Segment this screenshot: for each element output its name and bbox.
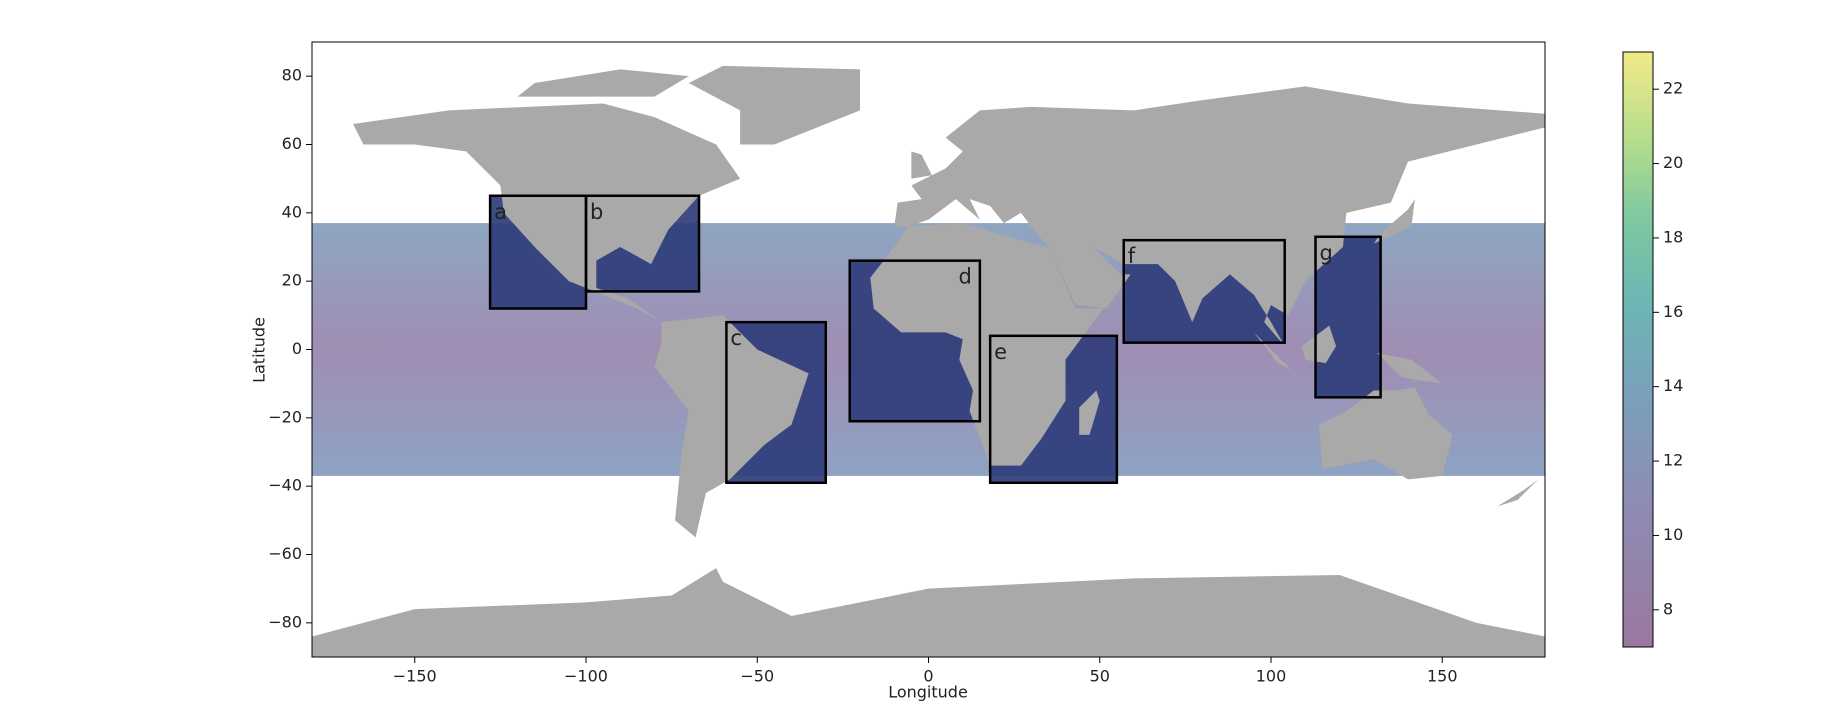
land <box>353 103 741 323</box>
box-label: g <box>1320 241 1333 265</box>
box-label: f <box>1128 244 1136 268</box>
region-box <box>584 194 701 293</box>
x-tick-label: −100 <box>564 667 608 686</box>
colorbar-tick-label: 14 <box>1663 376 1683 395</box>
colorbar-tick-label: 18 <box>1663 227 1683 246</box>
region-fill <box>1315 236 1381 398</box>
x-tick-label: −150 <box>393 667 437 686</box>
colorbar-tick-label: 22 <box>1663 79 1683 98</box>
colorbar <box>1622 51 1654 648</box>
y-tick-label: −40 <box>268 476 302 495</box>
x-tick-label: 100 <box>1256 667 1287 686</box>
land <box>1301 325 1337 364</box>
y-tick-label: 60 <box>282 134 302 153</box>
land <box>1497 479 1539 507</box>
box-label: d <box>959 265 972 289</box>
y-tick-label: 80 <box>282 66 302 85</box>
colorbar-tick-label: 10 <box>1663 525 1683 544</box>
land <box>1318 387 1453 480</box>
y-tick-label: −20 <box>268 407 302 426</box>
land <box>517 69 689 97</box>
region-box <box>988 334 1119 485</box>
x-axis-label: Longitude <box>888 683 968 702</box>
land <box>1373 199 1415 244</box>
land <box>654 315 809 538</box>
box-label: b <box>590 200 603 224</box>
region-box <box>1314 235 1382 399</box>
land <box>312 568 1545 657</box>
y-tick-label: 0 <box>292 339 302 358</box>
region-box <box>1122 238 1286 344</box>
region-box <box>725 320 827 484</box>
land <box>870 223 1104 466</box>
x-tick-label: 50 <box>1090 667 1110 686</box>
land <box>1079 390 1100 435</box>
colorbar-tick-label: 16 <box>1663 302 1683 321</box>
y-tick-label: 40 <box>282 202 302 221</box>
y-axis-label: Latitude <box>250 317 269 383</box>
y-tick-label: −60 <box>268 544 302 563</box>
colorbar-tick-label: 20 <box>1663 153 1683 172</box>
y-tick-label: 20 <box>282 271 302 290</box>
x-tick-label: −50 <box>740 667 774 686</box>
box-label: c <box>730 326 742 350</box>
land <box>1377 352 1443 384</box>
region-box <box>848 259 982 423</box>
land <box>688 65 860 145</box>
box-label: e <box>994 340 1007 364</box>
land <box>911 151 932 179</box>
colorbar-tick-label: 12 <box>1663 451 1683 470</box>
x-tick-label: 0 <box>923 667 933 686</box>
colorbar-tick-label: 8 <box>1663 599 1673 618</box>
land <box>894 86 1545 347</box>
x-tick-label: 150 <box>1427 667 1458 686</box>
y-tick-label: −80 <box>268 612 302 631</box>
box-label: a <box>494 200 507 224</box>
